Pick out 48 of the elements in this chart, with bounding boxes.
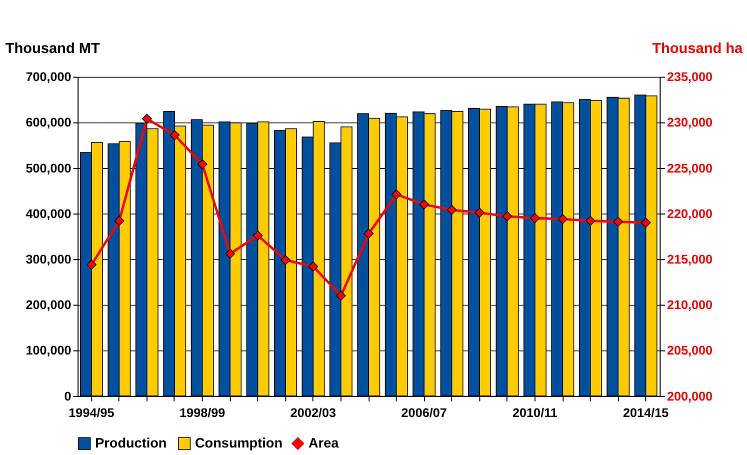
y-tick-label: 600,000 — [26, 116, 72, 130]
y2-tick-label: 220,000 — [666, 206, 713, 221]
point — [474, 208, 485, 218]
point — [530, 213, 540, 224]
y2-tick-label: 225,000 — [666, 161, 713, 176]
x-tick-label: 2006/07 — [401, 406, 447, 420]
point — [640, 218, 651, 228]
y-tick-label: 500,000 — [26, 161, 72, 176]
point — [336, 290, 346, 301]
legend-label: Production — [95, 435, 167, 450]
point — [419, 199, 430, 210]
y2-tick-label: 210,000 — [666, 298, 713, 312]
point — [225, 248, 236, 259]
point — [280, 255, 290, 266]
point — [446, 204, 457, 215]
y2-tick-label: 205,000 — [666, 344, 713, 358]
y2-tick-label: 230,000 — [666, 116, 713, 130]
point — [558, 214, 568, 224]
y-tick-label: 700,000 — [26, 70, 72, 84]
y-tick-label: 0 — [64, 389, 72, 404]
y-tick-label: 400,000 — [26, 206, 72, 221]
point — [391, 189, 402, 200]
point — [197, 159, 208, 170]
y2-tick-label: 200,000 — [666, 389, 713, 404]
y-axis-title: Thousand MT — [5, 40, 100, 57]
legend-label: Area — [308, 435, 340, 450]
point — [114, 216, 124, 226]
x-tick-label: 2014/15 — [623, 406, 669, 420]
point — [613, 216, 624, 227]
x-tick-label: 2010/11 — [512, 406, 558, 420]
point — [86, 260, 96, 270]
y2-axis-title: Thousand ha — [652, 40, 744, 57]
point — [170, 130, 180, 140]
point — [585, 216, 596, 226]
point — [364, 228, 374, 239]
x-tick-label: 1994/95 — [68, 406, 114, 420]
y-tick-label: 100,000 — [26, 344, 72, 358]
point — [308, 261, 318, 272]
x-tick-label: 1998/99 — [180, 406, 226, 420]
y2-tick-label: 235,000 — [666, 70, 713, 84]
point — [142, 114, 152, 124]
y-tick-label: 300,000 — [26, 252, 72, 267]
x-tick-label: 2002/03 — [290, 406, 336, 420]
y-tick-label: 200,000 — [26, 298, 72, 312]
point — [502, 211, 512, 222]
y2-tick-label: 215,000 — [666, 252, 713, 267]
legend-label: Consumption — [194, 435, 282, 450]
point — [252, 230, 263, 240]
